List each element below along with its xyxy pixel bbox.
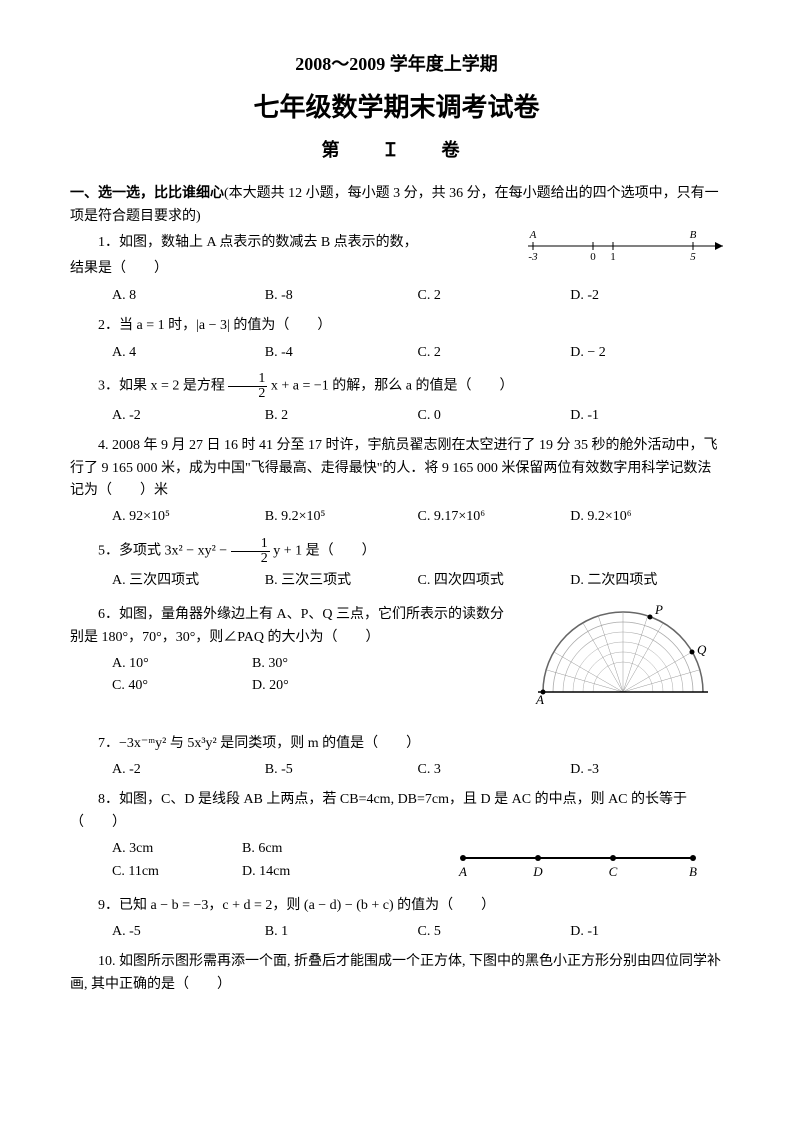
q3-frac-num: 1 (228, 372, 267, 387)
q7-opt-d: D. -3 (570, 759, 723, 781)
q6-opt-a: A. 10° (112, 653, 252, 675)
protractor-figure: A P Q (533, 600, 713, 718)
q4-opt-c: C. 9.17×10⁶ (418, 506, 571, 528)
seg-b-label: B (689, 864, 697, 879)
q9-text: 9．已知 a − b = −3，c + d = 2，则 (a − d) − (b… (70, 895, 723, 917)
question-8-block: A D C B A. 3cm B. 6cm C. 11cm D. 14cm (70, 838, 723, 890)
q2-opt-b: B. -4 (265, 342, 418, 364)
q4-opt-a: A. 92×10⁵ (112, 506, 265, 528)
q1-opt-c: C. 2 (418, 285, 571, 307)
tick-label: -3 (528, 251, 538, 263)
q7-opt-a: A. -2 (112, 759, 265, 781)
tick-label: 1 (610, 251, 616, 263)
point-b-label: B (690, 229, 697, 241)
q1-opt-b: B. -8 (265, 285, 418, 307)
q3-opt-a: A. -2 (112, 405, 265, 427)
number-line-figure: -3 0 1 5 A B (523, 226, 733, 264)
question-6-block: A P Q 6．如图，量角器外缘边上有 A、P、Q 三点，它们所表示的读数分别是… (70, 600, 723, 728)
question-1: -3 0 1 5 A B 1．如图，数轴上 A 点表示的数减去 B 点表示的数，… (70, 232, 723, 281)
q9-opt-a: A. -5 (112, 921, 265, 943)
section1-title: 一、选一选，比比谁细心 (70, 186, 224, 201)
q5-opt-d: D. 二次四项式 (570, 570, 723, 592)
q5-opt-a: A. 三次四项式 (112, 570, 265, 592)
volume-label: 第 Ｉ 卷 (70, 136, 723, 165)
q1-opt-d: D. -2 (570, 285, 723, 307)
section1-header: 一、选一选，比比谁细心(本大题共 12 小题，每小题 3 分，共 36 分，在每… (70, 183, 723, 228)
q4-opt-b: B. 9.2×10⁵ (265, 506, 418, 528)
q5-text: 5．多项式 3x² − xy² − 12 y + 1 是（ ） (70, 537, 723, 566)
q3-options: A. -2 B. 2 C. 0 D. -1 (112, 405, 723, 427)
protractor-a-label: A (535, 692, 544, 707)
q5-fraction: 12 (231, 537, 270, 566)
main-title: 七年级数学期末调考试卷 (70, 87, 723, 129)
q7-text: 7．−3x⁻ᵐy² 与 5x³y² 是同类项，则 m 的值是（ ） (70, 733, 723, 755)
q3-text: 3．如果 x = 2 是方程 12 x + a = −1 的解，那么 a 的值是… (70, 372, 723, 401)
q3-opt-d: D. -1 (570, 405, 723, 427)
q9-opt-d: D. -1 (570, 921, 723, 943)
q1-options: A. 8 B. -8 C. 2 D. -2 (112, 285, 723, 307)
q8-opt-c: C. 11cm (112, 861, 242, 883)
seg-d-label: D (532, 864, 543, 879)
protractor-p-label: P (654, 602, 663, 617)
q5-frac-den: 2 (231, 552, 270, 566)
q9-options: A. -5 B. 1 C. 5 D. -1 (112, 921, 723, 943)
q4-options: A. 92×10⁵ B. 9.2×10⁵ C. 9.17×10⁶ D. 9.2×… (112, 506, 723, 528)
q6-opt-b: B. 30° (252, 653, 392, 675)
q8-text: 8．如图，C、D 是线段 AB 上两点，若 CB=4cm, DB=7cm，且 D… (70, 789, 723, 834)
q6-opt-c: C. 40° (112, 675, 252, 697)
q3-frac-den: 2 (228, 387, 267, 401)
year-line: 2008～2009 学年度上学期 (70, 50, 723, 79)
q3-pre: 3．如果 x = 2 是方程 (98, 379, 228, 394)
seg-a-label: A (458, 864, 467, 879)
q3-fraction: 12 (228, 372, 267, 401)
q4-opt-d: D. 9.2×10⁶ (570, 506, 723, 528)
point-a-label: A (529, 229, 537, 241)
q5-opt-c: C. 四次四项式 (418, 570, 571, 592)
q10-text: 10. 如图所示图形需再添一个面, 折叠后才能围成一个正方体, 下图中的黑色小正… (70, 951, 723, 996)
q6-opt-d: D. 20° (252, 675, 392, 697)
q5-post: y + 1 是（ ） (270, 544, 376, 559)
q9-opt-c: C. 5 (418, 921, 571, 943)
q8-opt-d: D. 14cm (242, 861, 372, 883)
q4-text: 4. 2008 年 9 月 27 日 16 时 41 分至 17 时许，宇航员翟… (70, 435, 723, 502)
q2-opt-c: C. 2 (418, 342, 571, 364)
protractor-q-label: Q (697, 642, 707, 657)
q5-pre: 5．多项式 3x² − xy² − (98, 544, 231, 559)
q2-text: 2．当 a = 1 时，|a − 3| 的值为（ ） (70, 315, 723, 337)
q5-opt-b: B. 三次三项式 (265, 570, 418, 592)
q2-opt-d: D. − 2 (570, 342, 723, 364)
q7-opt-b: B. -5 (265, 759, 418, 781)
q2-options: A. 4 B. -4 C. 2 D. − 2 (112, 342, 723, 364)
q3-opt-c: C. 0 (418, 405, 571, 427)
q3-opt-b: B. 2 (265, 405, 418, 427)
q9-opt-b: B. 1 (265, 921, 418, 943)
q1-opt-a: A. 8 (112, 285, 265, 307)
q8-opt-a: A. 3cm (112, 838, 242, 860)
q7-opt-c: C. 3 (418, 759, 571, 781)
line-segment-figure: A D C B (453, 848, 703, 890)
q8-opt-b: B. 6cm (242, 838, 372, 860)
q2-opt-a: A. 4 (112, 342, 265, 364)
q7-options: A. -2 B. -5 C. 3 D. -3 (112, 759, 723, 781)
tick-label: 0 (590, 251, 596, 263)
q3-post: x + a = −1 的解，那么 a 的值是（ ） (267, 379, 513, 394)
q5-options: A. 三次四项式 B. 三次三项式 C. 四次四项式 D. 二次四项式 (112, 570, 723, 592)
tick-label: 5 (690, 251, 696, 263)
q5-frac-num: 1 (231, 537, 270, 552)
seg-c-label: C (609, 864, 618, 879)
